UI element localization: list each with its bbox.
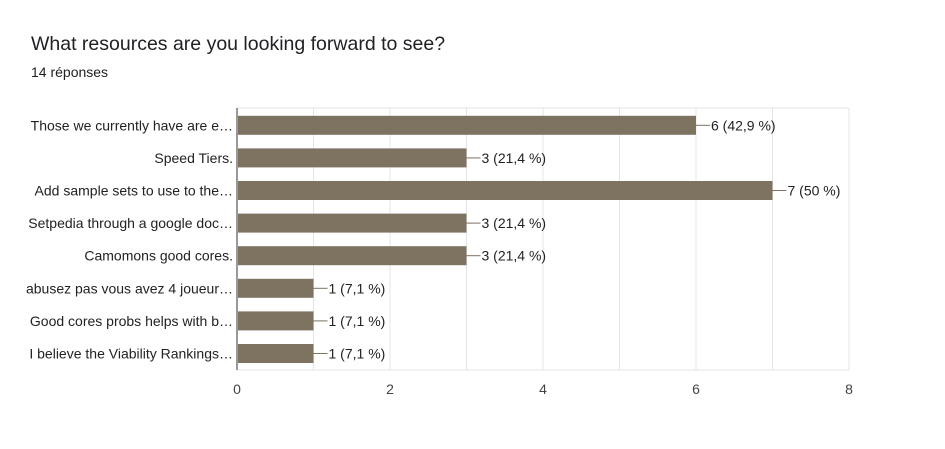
category-label: abusez pas vous avez 4 joueur…: [26, 280, 233, 296]
question-title: What resources are you looking forward t…: [31, 33, 446, 55]
category-label: Those we currently have are e…: [31, 117, 233, 133]
value-label: 1 (7,1 %): [329, 346, 386, 362]
category-label: I believe the Viability Rankings…: [29, 346, 233, 362]
bar: [238, 246, 467, 266]
category-label: Camomons good cores.: [84, 248, 233, 264]
value-label: 1 (7,1 %): [329, 280, 386, 296]
value-label: 3 (21,4 %): [482, 150, 547, 166]
category-label: Add sample sets to use to the…: [35, 183, 233, 199]
category-label: Setpedia through a google doc…: [28, 215, 233, 231]
bar: [238, 311, 314, 331]
x-tick-label: 8: [845, 381, 853, 397]
x-tick-label: 4: [539, 381, 547, 397]
category-label: Good cores probs helps with b…: [30, 313, 233, 329]
x-tick-label: 0: [233, 381, 241, 397]
bar: [238, 344, 314, 363]
response-count: 14 réponses: [31, 64, 109, 80]
bar: [238, 148, 467, 168]
bar: [238, 278, 314, 298]
bar: [238, 181, 773, 200]
value-label: 6 (42,9 %): [711, 117, 776, 133]
value-label: 3 (21,4 %): [482, 248, 547, 264]
bar: [238, 115, 696, 135]
bar: [238, 213, 467, 233]
value-label: 3 (21,4 %): [482, 215, 547, 231]
x-tick-label: 2: [386, 381, 394, 397]
x-tick-label: 6: [692, 381, 700, 397]
category-label: Speed Tiers.: [154, 150, 233, 166]
value-label: 7 (50 %): [788, 183, 841, 199]
value-label: 1 (7,1 %): [329, 313, 386, 329]
